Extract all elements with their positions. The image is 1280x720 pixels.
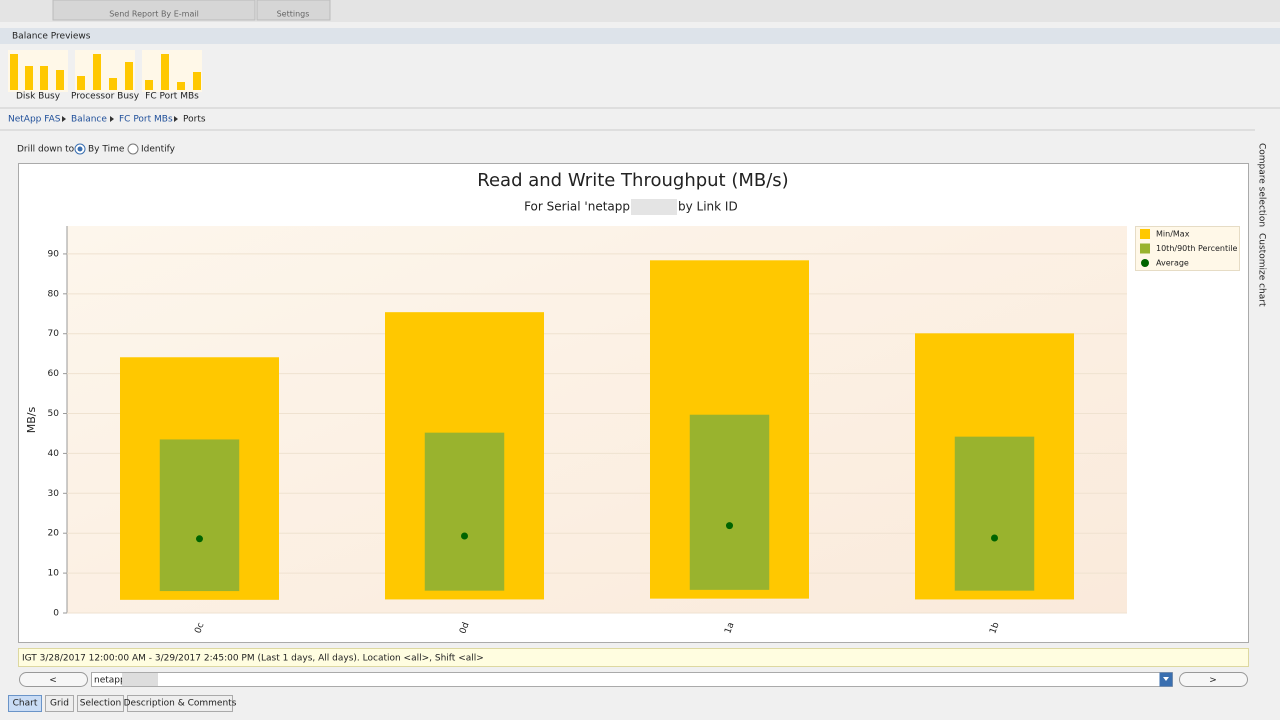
legend-label: Min/Max xyxy=(1156,230,1190,239)
chart: 0 10 20 30 40 50 60 70 80 90 0c 0d 1a 1b Min/Max 10th/9… xyxy=(48,226,1240,635)
next-button[interactable] xyxy=(1179,672,1248,687)
next-label: > xyxy=(1209,676,1217,686)
average-dot xyxy=(196,535,203,543)
y-tick-label: 20 xyxy=(48,529,60,539)
panel-title: Balance Previews xyxy=(12,32,91,42)
average-dot xyxy=(991,534,998,542)
x-tick-label: 1a xyxy=(723,621,736,635)
thumbnail-label: Processor Busy xyxy=(71,92,140,102)
legend-swatch xyxy=(1141,259,1149,267)
toolbar-group xyxy=(256,0,331,21)
blur xyxy=(631,199,677,215)
range-bar xyxy=(954,436,1035,591)
y-tick-label: 40 xyxy=(48,449,60,459)
info-text: IGT 3/28/2017 12:00:00 AM - 3/29/2017 2:… xyxy=(22,654,484,664)
breadcrumb-arrow xyxy=(62,116,66,122)
legend-label: Average xyxy=(1156,259,1189,268)
drill-label: Drill down to: xyxy=(17,145,77,155)
toolbar-group xyxy=(52,0,256,21)
radio-label: By Time xyxy=(88,145,125,155)
dropdown-arrow xyxy=(1163,677,1169,681)
legend-swatch xyxy=(1140,243,1150,254)
radio-label: Identify xyxy=(141,145,176,155)
x-tick-label: 0d xyxy=(458,621,471,635)
range-bar xyxy=(689,414,770,590)
legend-swatch xyxy=(1140,229,1150,239)
legend-label: 10th/90th Percentile xyxy=(1156,244,1238,253)
blur xyxy=(122,673,158,686)
legend xyxy=(1135,226,1240,271)
y-tick-label: 60 xyxy=(48,369,60,379)
tab-label: Chart xyxy=(13,699,38,709)
average-dot xyxy=(461,532,468,540)
breadcrumb: Ports xyxy=(183,115,206,125)
filter-input[interactable] xyxy=(91,672,1173,687)
tab[interactable] xyxy=(77,695,124,712)
breadcrumb-arrow xyxy=(110,116,114,122)
tab[interactable] xyxy=(8,695,42,712)
tab[interactable] xyxy=(127,695,233,712)
average-dot xyxy=(726,522,733,530)
prev-label: < xyxy=(49,676,57,686)
y-tick-label: 30 xyxy=(48,489,60,499)
y-tick-label: 50 xyxy=(48,409,60,419)
y-tick-label: 80 xyxy=(48,289,60,299)
thumbnail-label: FC Port MBs xyxy=(145,92,199,102)
chart-subtitle: For Serial 'netapp xyxy=(524,200,630,214)
y-tick-label: 10 xyxy=(48,569,60,579)
side-tab[interactable]: Compare selection xyxy=(1257,143,1267,227)
tab-label: Selection xyxy=(80,699,121,709)
y-tick-label: 90 xyxy=(48,249,60,259)
y-tick-label: 70 xyxy=(48,329,60,339)
filter-text: netapp xyxy=(94,676,126,686)
y-tick-label: 0 xyxy=(53,609,59,619)
info-bar xyxy=(18,648,1249,667)
breadcrumb[interactable]: Balance xyxy=(71,115,107,125)
breadcrumb[interactable]: FC Port MBs xyxy=(119,115,173,125)
panel-header xyxy=(0,28,1280,44)
breadcrumb-arrow xyxy=(174,116,178,122)
chart-subtitle: by Link ID xyxy=(678,200,738,214)
range-bar xyxy=(424,432,505,591)
radio[interactable] xyxy=(127,143,139,155)
thumbnails xyxy=(8,50,202,92)
radio-dot xyxy=(77,146,83,152)
tab[interactable] xyxy=(45,695,74,712)
chart-title: Read and Write Throughput (MB/s) xyxy=(477,170,788,191)
tab-label: Grid xyxy=(50,699,69,709)
side-tab[interactable]: Customize chart xyxy=(1257,233,1267,307)
toolbar-label: Send Report By E-mail xyxy=(109,10,199,19)
tab-label: Description & Comments xyxy=(124,699,237,709)
thumbnail-label: Disk Busy xyxy=(16,92,61,102)
prev-button[interactable] xyxy=(19,672,88,687)
y-axis-label: MB/s xyxy=(25,406,38,433)
breadcrumb[interactable]: NetApp FAS xyxy=(8,115,61,125)
x-tick-label: 1b xyxy=(988,621,1001,635)
range-bar xyxy=(159,439,240,592)
x-tick-label: 0c xyxy=(193,621,206,634)
toolbar-label: Settings xyxy=(277,10,310,19)
